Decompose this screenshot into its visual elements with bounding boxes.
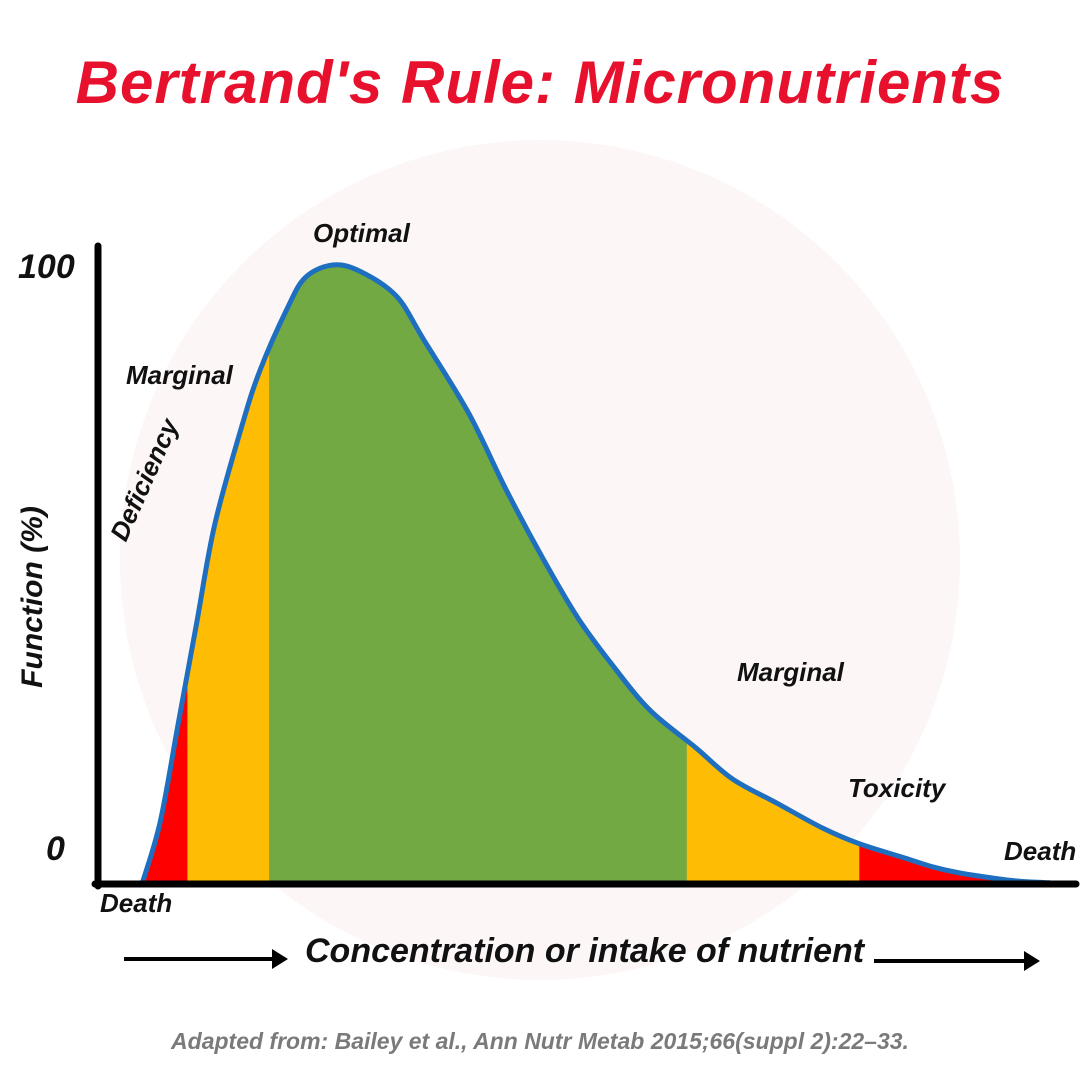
y-tick-0: 0 (46, 830, 65, 868)
label-toxicity: Toxicity (848, 773, 946, 803)
x-axis-label: Concentration or intake of nutrient (305, 932, 865, 970)
label-marginal-left: Marginal (126, 360, 233, 390)
chart-title: Bertrand's Rule: Micronutrients (75, 49, 1005, 116)
arrow-left-head (272, 949, 288, 969)
label-optimal: Optimal (313, 218, 410, 248)
source-citation: Adapted from: Bailey et al., Ann Nutr Me… (171, 1028, 909, 1054)
label-death-left: Death (100, 888, 173, 918)
y-tick-100: 100 (18, 248, 75, 286)
label-death-right: Death (1004, 836, 1077, 866)
y-axis-label: Function (%) (16, 506, 49, 688)
arrow-right-head (1024, 951, 1040, 971)
function-curve (139, 262, 1051, 886)
label-marginal-right: Marginal (737, 657, 844, 687)
